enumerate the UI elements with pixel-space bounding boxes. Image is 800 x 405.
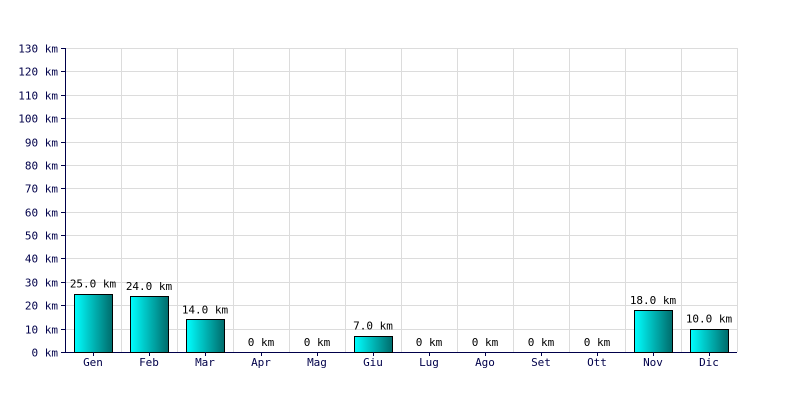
data-label: 18.0 km — [630, 294, 677, 307]
x-tick-label: Dic — [699, 356, 719, 369]
x-tick-label: Gen — [83, 356, 103, 369]
data-label: 7.0 km — [353, 320, 393, 333]
bar — [186, 319, 225, 353]
data-label: 0 km — [416, 336, 443, 349]
bar — [634, 310, 673, 353]
data-label: 0 km — [584, 336, 611, 349]
data-label: 14.0 km — [182, 303, 229, 316]
y-tick-label: 20 km — [25, 300, 58, 313]
bar — [354, 336, 393, 353]
y-tick-label: 120 km — [18, 66, 58, 79]
grid-lines — [65, 48, 738, 352]
x-tick-label: Giu — [363, 356, 383, 369]
x-tick-label: Ago — [475, 356, 495, 369]
x-axis-ticks: Gen Feb Mar Apr Mag Giu Lug Ago Set Ott Nov Dic — [83, 352, 719, 369]
x-tick-label: Mar — [195, 356, 215, 369]
x-tick-label: Nov — [643, 356, 663, 369]
data-label: 0 km — [248, 336, 275, 349]
x-tick-label: Apr — [251, 356, 271, 369]
data-labels: 25.0 km 24.0 km 14.0 km 0 km 0 km 7.0 km 0 km 0… — [70, 278, 733, 349]
bar — [130, 296, 169, 353]
y-tick-label: 50 km — [25, 230, 58, 243]
y-tick-label: 100 km — [18, 113, 58, 126]
y-tick-label: 10 km — [25, 324, 58, 337]
data-label: 24.0 km — [126, 280, 173, 293]
y-tick-label: 30 km — [25, 277, 58, 290]
y-tick-label: 90 km — [25, 137, 58, 150]
bar — [74, 294, 113, 353]
bars — [74, 294, 729, 353]
y-tick-label: 40 km — [25, 253, 58, 266]
y-tick-label: 110 km — [18, 90, 58, 103]
y-tick-label: 80 km — [25, 160, 58, 173]
bar — [690, 329, 729, 353]
data-label: 10.0 km — [686, 313, 733, 326]
axes — [65, 48, 737, 353]
y-tick-label: 70 km — [25, 183, 58, 196]
data-label: 0 km — [304, 336, 331, 349]
x-tick-label: Set — [531, 356, 551, 369]
data-label: 0 km — [528, 336, 555, 349]
y-tick-label: 0 km — [32, 347, 59, 360]
x-tick-label: Lug — [419, 356, 439, 369]
data-label: 25.0 km — [70, 278, 117, 291]
y-tick-label: 130 km — [18, 43, 58, 56]
y-axis-ticks: 0 km 10 km 20 km 30 km 40 km 50 km 60 km 70 km 8… — [18, 43, 65, 360]
data-label: 0 km — [472, 336, 499, 349]
x-tick-label: Feb — [139, 356, 159, 369]
x-tick-label: Mag — [307, 356, 327, 369]
y-tick-label: 60 km — [25, 207, 58, 220]
x-tick-label: Ott — [587, 356, 607, 369]
